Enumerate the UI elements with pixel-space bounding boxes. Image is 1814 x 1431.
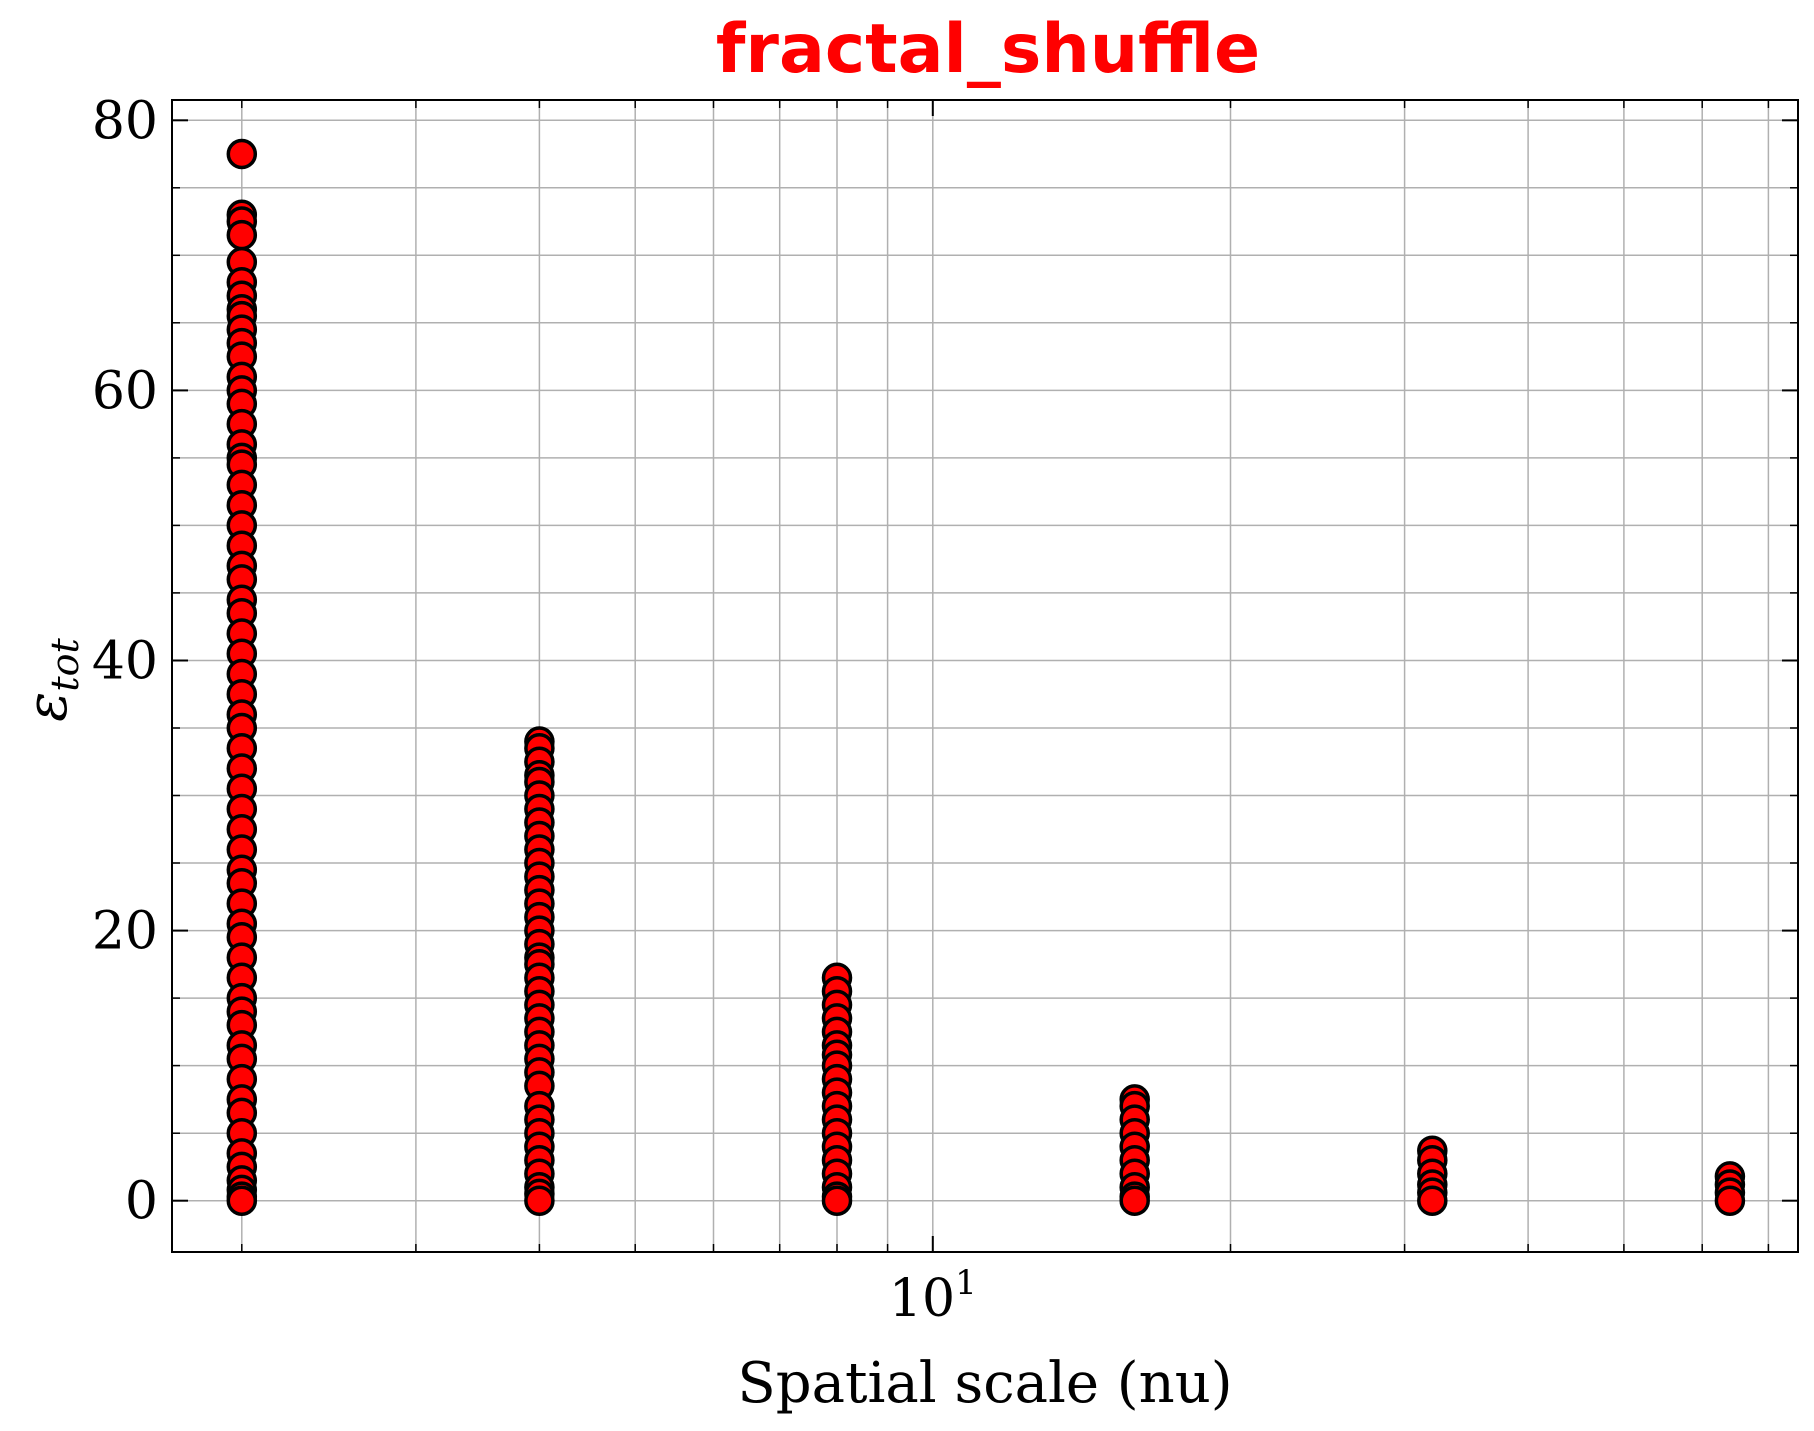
data-point bbox=[1714, 1185, 1746, 1216]
data-point bbox=[226, 219, 258, 251]
grid-lines bbox=[172, 100, 1798, 1252]
y-axis-label-subscript: tot bbox=[43, 638, 87, 692]
y-tick-label: 60 bbox=[92, 361, 158, 421]
x-tick-base: 10 bbox=[889, 1269, 955, 1329]
y-tick-label: 80 bbox=[92, 91, 158, 151]
data-point bbox=[226, 1185, 258, 1216]
data-point bbox=[524, 1185, 555, 1216]
y-axis-label: εtot bbox=[15, 638, 87, 722]
plot-area-frame bbox=[171, 99, 1799, 1253]
x-tick-label-10: 101 bbox=[889, 1263, 977, 1329]
data-point bbox=[1417, 1185, 1448, 1216]
y-tick-label: 40 bbox=[92, 632, 158, 692]
y-axis-label-base: ε bbox=[15, 692, 80, 722]
data-point bbox=[226, 138, 258, 170]
y-tick-labels: 0 20 40 60 80 bbox=[92, 91, 158, 1231]
axis-ticks bbox=[172, 100, 1798, 1252]
x-tick-exponent: 1 bbox=[955, 1263, 977, 1303]
y-tick-label: 0 bbox=[125, 1172, 158, 1232]
data-points bbox=[226, 138, 1746, 1216]
y-tick-label: 20 bbox=[92, 902, 158, 962]
data-point bbox=[821, 1185, 853, 1216]
x-axis-label: Spatial scale (nu) bbox=[737, 1351, 1232, 1416]
data-point bbox=[1119, 1185, 1150, 1216]
chart-title: fractal_shuffle bbox=[716, 10, 1260, 89]
